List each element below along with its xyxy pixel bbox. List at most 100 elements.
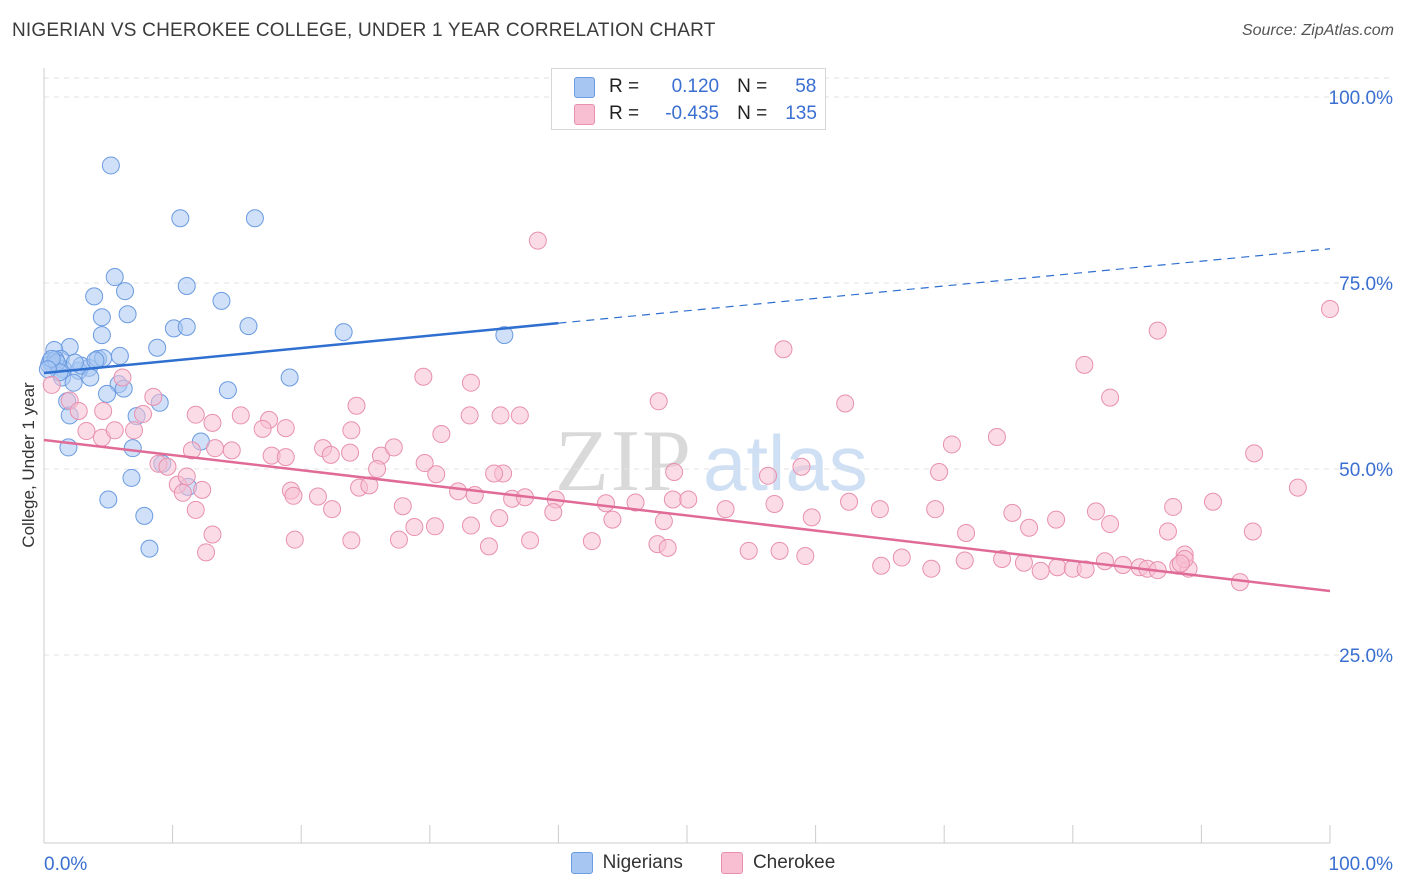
data-point — [110, 346, 129, 365]
data-point — [323, 500, 342, 519]
data-point — [253, 419, 272, 438]
data-point — [280, 368, 299, 387]
data-point — [308, 487, 327, 506]
data-point — [135, 506, 154, 525]
data-point — [765, 494, 784, 513]
data-point — [649, 392, 668, 411]
data-point — [1020, 518, 1039, 537]
data-point — [177, 317, 196, 336]
y-axis-label: College, Under 1 year — [19, 382, 38, 548]
stats-r-value: -0.435 — [665, 103, 720, 124]
data-point — [1164, 497, 1183, 516]
data-point — [460, 406, 479, 425]
data-point — [177, 276, 196, 295]
data-point — [203, 525, 222, 544]
data-point — [182, 441, 201, 460]
data-point — [116, 282, 135, 301]
data-point — [113, 368, 132, 387]
data-point — [101, 156, 120, 175]
data-point — [1101, 388, 1120, 407]
data-point — [1031, 561, 1050, 580]
legend-swatch-cherokee — [720, 852, 743, 874]
stats-n-value: 135 — [785, 103, 817, 124]
legend: Nigerians Cherokee — [0, 852, 1406, 874]
data-point — [521, 531, 540, 550]
data-point — [193, 480, 212, 499]
data-point — [99, 490, 118, 509]
data-point — [285, 530, 304, 549]
data-point — [144, 387, 163, 406]
legend-item-nigerians[interactable]: Nigerians — [570, 852, 683, 874]
data-point — [872, 556, 891, 575]
data-point — [203, 413, 222, 432]
data-point — [432, 425, 451, 444]
data-point — [334, 323, 353, 342]
data-point — [231, 406, 250, 425]
stats-row-cherokee: R = -0.435 N = 135 — [574, 102, 817, 126]
data-point — [1075, 355, 1094, 374]
data-point — [427, 465, 446, 484]
data-point — [461, 516, 480, 535]
data-point — [414, 367, 433, 386]
data-point — [461, 373, 480, 392]
data-point — [1003, 503, 1022, 522]
data-point — [368, 460, 387, 478]
data-point — [1288, 478, 1307, 497]
data-point — [134, 404, 153, 423]
data-point — [85, 287, 104, 306]
data-point — [926, 500, 945, 519]
data-point — [105, 268, 124, 287]
data-point — [425, 517, 444, 536]
data-point — [158, 457, 177, 476]
data-point — [69, 401, 88, 420]
chart-source: Source: ZipAtlas.com — [1241, 22, 1394, 39]
data-point — [485, 464, 504, 483]
data-point — [148, 338, 167, 357]
data-point — [347, 396, 366, 415]
data-point — [123, 439, 142, 458]
series-cherokee — [42, 231, 1339, 592]
legend-swatch-nigerians — [570, 852, 593, 874]
data-point — [81, 368, 100, 387]
data-point — [415, 454, 434, 473]
data-point — [77, 422, 96, 441]
data-point — [122, 468, 141, 487]
data-point — [197, 543, 216, 562]
data-point — [942, 435, 961, 454]
stats-n-label: N = — [737, 76, 768, 97]
data-point — [987, 428, 1006, 447]
y-tick-label: 50.0% — [1339, 460, 1393, 481]
data-point — [716, 500, 735, 519]
stats-box: R = 0.120 N = 58 R = -0.435 N = 135 — [551, 68, 826, 130]
watermark-atlas: atlas — [703, 419, 868, 507]
data-point — [792, 457, 811, 476]
data-point — [1095, 552, 1114, 571]
data-point — [957, 523, 976, 542]
data-point — [384, 438, 403, 457]
series-nigerians — [38, 156, 514, 558]
data-point — [186, 500, 205, 519]
data-point — [510, 406, 529, 425]
data-point — [341, 443, 360, 462]
stats-r-label: R = — [609, 103, 640, 124]
stats-swatch-nigerians — [574, 76, 595, 98]
data-point — [284, 486, 303, 505]
data-point — [212, 291, 231, 310]
chart-title: NIGERIAN VS CHEROKEE COLLEGE, UNDER 1 YE… — [12, 20, 716, 41]
data-point — [840, 492, 859, 511]
data-point — [490, 509, 509, 528]
x-tick-label: 0.0% — [44, 854, 87, 875]
data-point — [389, 530, 408, 549]
data-point — [276, 448, 295, 467]
data-point — [94, 401, 113, 420]
data-point — [1076, 560, 1095, 579]
data-point — [105, 421, 124, 440]
data-point — [1245, 444, 1264, 463]
data-point — [186, 405, 205, 424]
legend-item-cherokee[interactable]: Cherokee — [720, 852, 835, 874]
y-tick-label: 75.0% — [1339, 274, 1393, 295]
data-point — [626, 493, 645, 512]
data-point — [495, 326, 514, 345]
data-point — [1171, 554, 1190, 573]
